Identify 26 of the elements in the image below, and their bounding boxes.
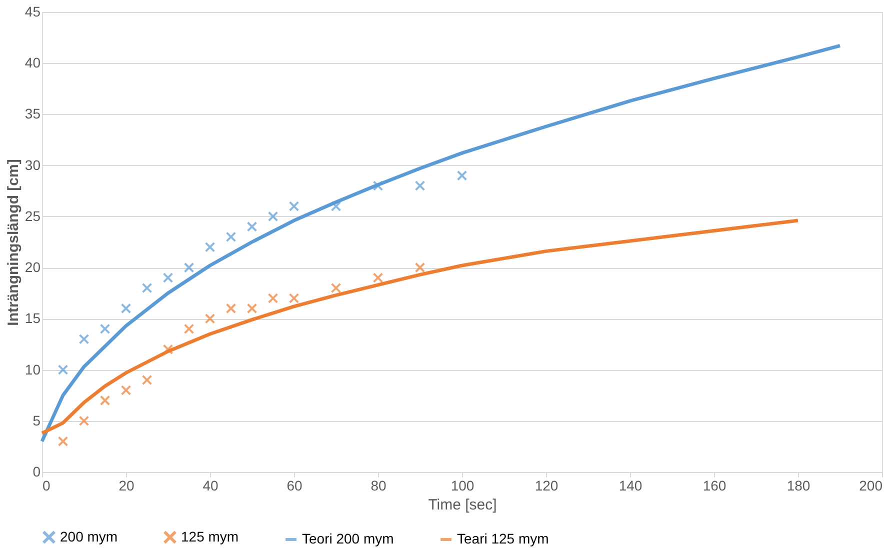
legend-label: Teari 125 mym xyxy=(457,530,549,546)
x-tick-label: 100 xyxy=(450,478,474,494)
y-tick-label: 5 xyxy=(32,412,41,428)
x-tick-label: 60 xyxy=(286,478,302,494)
x-tick-label: 200 xyxy=(859,478,883,494)
x-tick-label: 120 xyxy=(534,478,558,494)
y-tick-label: 20 xyxy=(24,259,41,276)
y-tick-label: 0 xyxy=(32,464,41,480)
y-tick-label: 10 xyxy=(24,361,41,378)
x-axis-title: Time [sec] xyxy=(428,496,497,514)
x-tick-label: 180 xyxy=(786,478,810,494)
x-tick-label: 20 xyxy=(118,478,134,494)
x-tick-label: 80 xyxy=(370,478,386,494)
y-axis-title: Inträngningslängd [cm] xyxy=(4,159,22,326)
y-tick-label: 15 xyxy=(24,310,41,326)
legend-label: Teori 200 mym xyxy=(302,530,394,546)
y-tick-label: 30 xyxy=(24,156,41,173)
legend-label: 125 mym xyxy=(181,528,239,544)
y-tick-label: 40 xyxy=(24,54,41,71)
x-tick-label: 160 xyxy=(702,478,726,494)
x-tick-label: 140 xyxy=(618,478,642,494)
y-tick-label: 35 xyxy=(24,106,41,122)
legend-label: 200 mym xyxy=(60,528,118,544)
y-tick-label: 25 xyxy=(24,208,41,224)
y-tick-label: 45 xyxy=(24,4,41,20)
x-tick-label: 40 xyxy=(202,478,218,494)
